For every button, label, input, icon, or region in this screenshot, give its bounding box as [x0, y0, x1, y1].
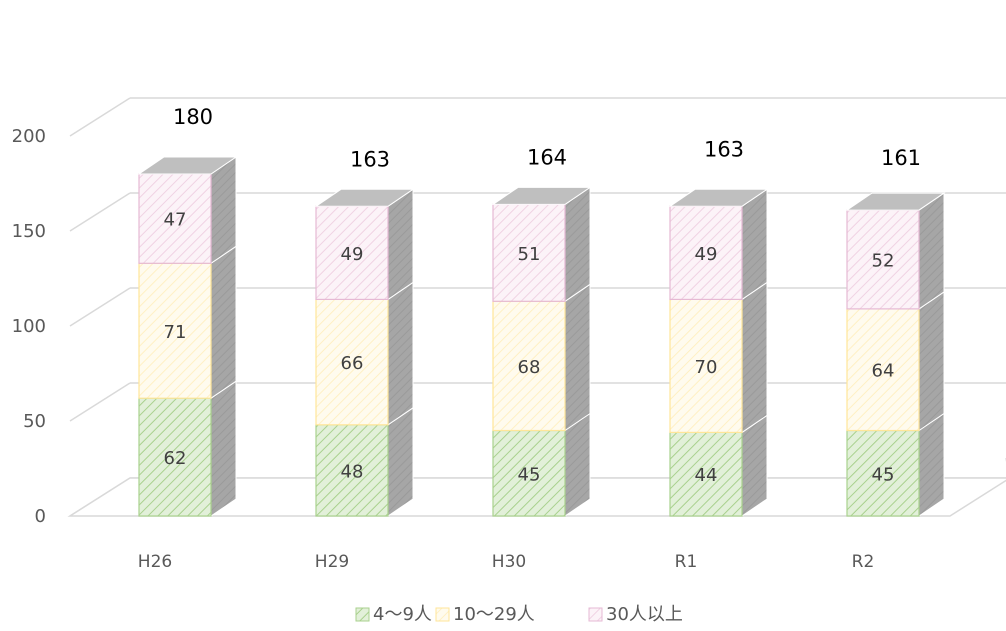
- segment-value-label: 45: [518, 464, 541, 485]
- x-category-label: R1: [675, 552, 698, 572]
- bar-side-H30-1: [564, 283, 591, 432]
- legend-item-2: 30人以上: [588, 604, 683, 625]
- bar-top-H29: [314, 188, 415, 207]
- x-category-label: H26: [138, 552, 172, 572]
- segment-value-label: 68: [518, 357, 541, 378]
- bar-top-R1: [668, 188, 769, 207]
- segment-value-label: 45: [872, 464, 895, 485]
- bar-top-R2: [845, 192, 946, 211]
- bar-side-R1-2: [741, 188, 768, 301]
- bar-side-R1-1: [741, 281, 768, 434]
- wall-diagonal-200: [69, 97, 131, 137]
- y-tick-label: 100: [12, 316, 46, 337]
- bar-segment-R1-1: [669, 298, 743, 433]
- total-label: 180: [173, 105, 213, 129]
- bar-side-H29-0: [387, 406, 414, 517]
- segment-value-label: 44: [695, 465, 718, 486]
- bar-side-H26-2: [210, 156, 237, 265]
- y-tick-label: 0: [35, 506, 46, 527]
- bar-top-H26: [137, 156, 238, 175]
- segment-value-label: 51: [518, 244, 541, 265]
- bar-segment-H26-0: [138, 397, 212, 517]
- legend-swatch: [355, 607, 370, 622]
- wall-diagonal-100: [69, 287, 131, 327]
- bar-side-H26-1: [210, 245, 237, 400]
- legend-label: 30人以上: [606, 604, 683, 625]
- total-label: 161: [881, 146, 921, 170]
- bar-segment-H29-2: [315, 205, 389, 301]
- y-axis-ticks: 0 50 100 150 200: [12, 126, 46, 527]
- y-tick-label: 150: [12, 221, 46, 242]
- segment-value-label: 47: [164, 210, 187, 231]
- bar-segment-R2-1: [846, 308, 920, 432]
- bar-segment-H26-2: [138, 173, 212, 264]
- bar-segment-H30-0: [492, 429, 566, 517]
- legend-label: 10～29人: [453, 604, 535, 625]
- wall-diagonal-50: [69, 382, 131, 422]
- bar-side-H26-0: [210, 380, 237, 517]
- bar-side-R2-1: [918, 290, 945, 432]
- segment-value-label: 62: [164, 448, 187, 469]
- segment-value-label: 52: [872, 251, 895, 272]
- bar-side-H29-1: [387, 281, 414, 426]
- bar-side-R2-2: [918, 192, 945, 310]
- legend: 4～9人 10～29人 30人以上: [355, 604, 683, 625]
- segment-value-label: 70: [695, 357, 718, 378]
- segment-value-label: 49: [341, 244, 364, 265]
- bar-stack-H29: 48 66 49 163: [314, 147, 415, 517]
- bar-side-R1-0: [741, 414, 768, 517]
- y-tick-label: 200: [12, 126, 46, 147]
- x-category-label: H30: [492, 552, 526, 572]
- bar-segment-R1-0: [669, 431, 743, 517]
- legend-swatch: [435, 607, 450, 622]
- total-label: 163: [350, 147, 390, 171]
- bar-segment-H30-1: [492, 300, 566, 432]
- x-axis-categories: H26 H29 H30 R1 R2: [138, 552, 875, 572]
- legend-label: 4～9人: [373, 604, 432, 625]
- segment-value-label: 66: [341, 353, 364, 374]
- wall-diagonal-150: [69, 192, 131, 232]
- bar-segment-H26-1: [138, 262, 212, 399]
- total-label: 164: [527, 145, 567, 169]
- bar-segment-R1-2: [669, 205, 743, 301]
- x-category-label: H29: [315, 552, 349, 572]
- bar-stack-H30: 45 68 51 164: [491, 145, 592, 517]
- segment-value-label: 49: [695, 244, 718, 265]
- bar-side-H29-2: [387, 188, 414, 301]
- bar-side-R2-0: [918, 412, 945, 517]
- bar-side-H30-0: [564, 412, 591, 517]
- bar-segment-H29-0: [315, 424, 389, 517]
- total-label: 163: [704, 137, 744, 161]
- bar-segment-R2-0: [846, 429, 920, 517]
- bar-stack-H26: 62 71 47 180: [137, 105, 238, 517]
- bar-segment-H29-1: [315, 298, 389, 426]
- segment-value-label: 48: [341, 461, 364, 482]
- bars: 62 71 47 180 48 66 49 163 45 68 51 164 44 70 49 163 45 64…: [137, 105, 946, 517]
- x-category-label: R2: [852, 552, 875, 572]
- bar-stack-R2: 45 64 52 161: [845, 146, 946, 517]
- y-tick-label: 50: [23, 411, 46, 432]
- segment-value-label: 64: [872, 361, 895, 382]
- legend-swatch: [588, 607, 603, 622]
- legend-item-0: 4～9人: [355, 604, 432, 625]
- bar-side-H30-2: [564, 186, 591, 303]
- bar-stack-R1: 44 70 49 163: [668, 137, 769, 517]
- segment-value-label: 71: [164, 322, 187, 343]
- bar-top-H30: [491, 186, 592, 205]
- legend-item-1: 10～29人: [435, 604, 535, 625]
